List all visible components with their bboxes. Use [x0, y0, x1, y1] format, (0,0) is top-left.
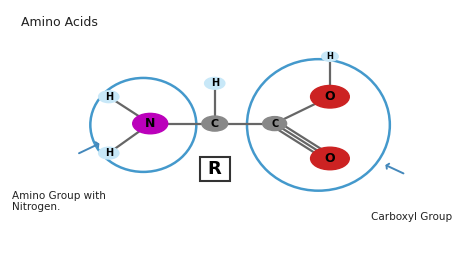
- Text: N: N: [145, 117, 155, 130]
- Circle shape: [263, 117, 287, 130]
- Text: Amino Group with
Nitrogen.: Amino Group with Nitrogen.: [12, 191, 106, 212]
- Circle shape: [205, 78, 225, 89]
- Text: R: R: [208, 160, 222, 178]
- Circle shape: [202, 116, 228, 131]
- Text: H: H: [105, 148, 113, 158]
- Text: Carboxyl Group: Carboxyl Group: [372, 212, 453, 222]
- Text: O: O: [325, 90, 335, 103]
- Text: C: C: [210, 119, 219, 129]
- Text: H: H: [105, 92, 113, 102]
- Text: Amino Acids: Amino Acids: [21, 16, 98, 29]
- Text: H: H: [327, 52, 333, 61]
- Text: C: C: [271, 119, 278, 129]
- Text: H: H: [210, 78, 219, 88]
- Circle shape: [310, 147, 349, 170]
- Circle shape: [133, 113, 168, 134]
- Text: O: O: [325, 152, 335, 165]
- Circle shape: [310, 85, 349, 108]
- Circle shape: [99, 91, 119, 103]
- Circle shape: [322, 52, 338, 61]
- Bar: [200, 157, 230, 181]
- Circle shape: [99, 147, 119, 159]
